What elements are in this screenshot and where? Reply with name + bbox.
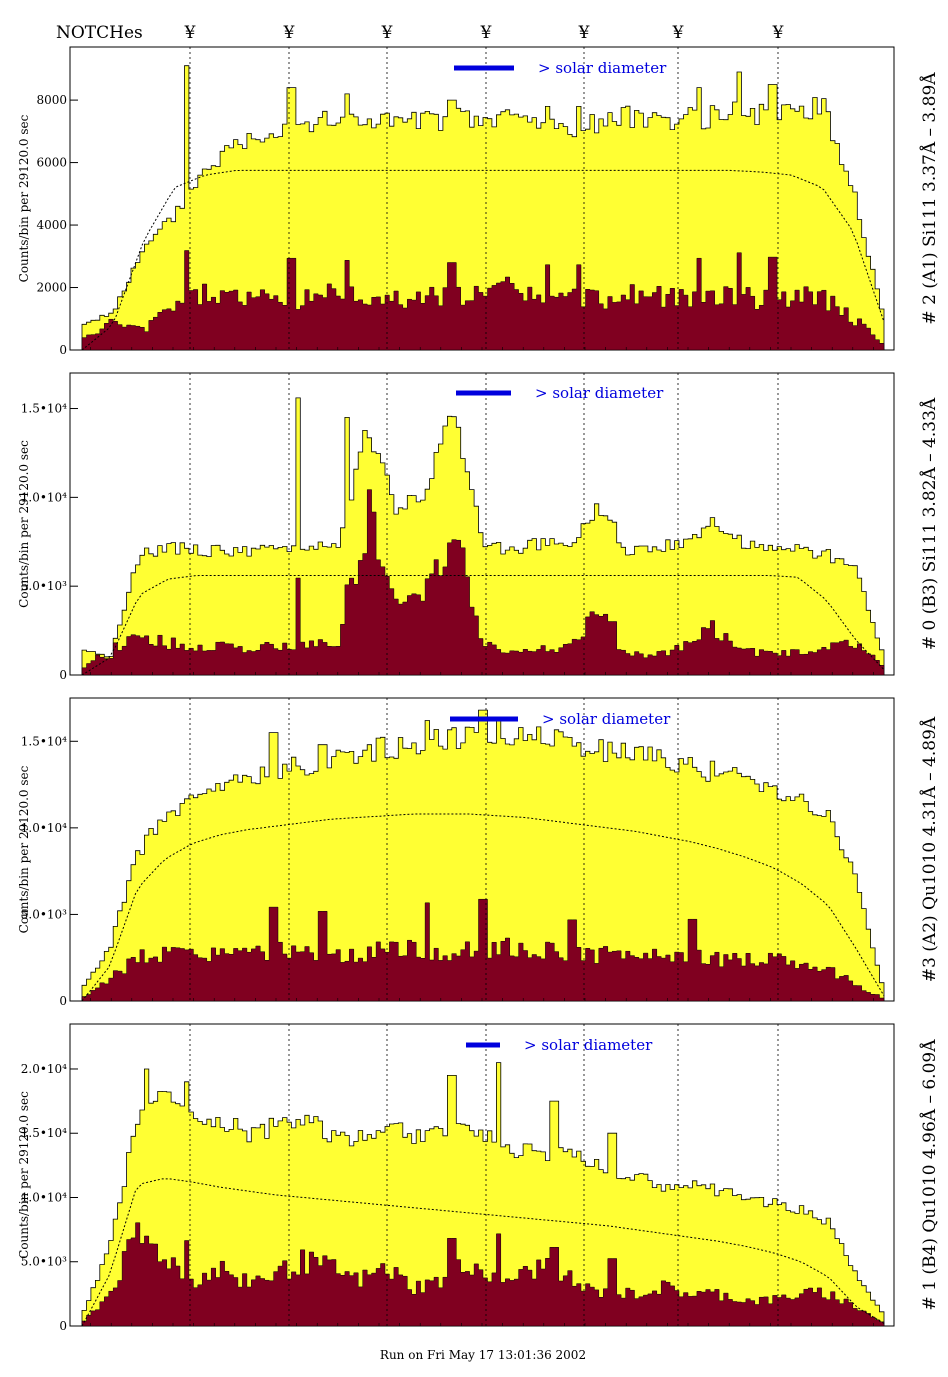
y-tick-label: 1.0•10⁴ xyxy=(21,490,67,504)
y-tick-label: 0 xyxy=(59,1319,67,1333)
notch-marker: ¥ xyxy=(381,23,393,43)
y-tick-label: 2000 xyxy=(36,281,67,295)
y-tick-label: 4000 xyxy=(36,218,67,232)
background-counts-histogram xyxy=(81,1222,885,1327)
background-counts-histogram xyxy=(81,489,885,676)
detector-range-label: # 1 (B4) Qu1010 4.96Å – 6.09Å xyxy=(919,1039,940,1311)
y-tick-label: 0 xyxy=(59,994,67,1008)
y-axis-label: Counts/bin per 29120.0 sec xyxy=(17,765,31,933)
spectrum-panel-4: 0 5.0•10³ 1.0•10⁴ 1.5•10⁴ 2.0•10⁴ Counts/bin … xyxy=(17,1023,940,1333)
y-tick-label: 1.0•10⁴ xyxy=(21,821,67,835)
spectrum-panel-3: 0 5.0•10³ 1.0•10⁴ 1.5•10⁴ Counts/bin per 291… xyxy=(17,697,940,1008)
notch-marker: ¥ xyxy=(184,23,196,43)
spectrum-panel-2: 0 5.0•10³ 1.0•10⁴ 1.5•10⁴ Counts/bin per 291… xyxy=(17,372,940,682)
solar-diameter-label: > solar diameter xyxy=(538,59,667,77)
y-tick-label: 1.0•10⁴ xyxy=(21,1190,67,1204)
solar-diameter-label: > solar diameter xyxy=(542,710,671,728)
total-counts-histogram xyxy=(81,1062,885,1327)
detector-range-label: # 0 (B3) Si111 3.82Å – 4.33Å xyxy=(919,397,940,650)
y-tick-label: 1.5•10⁴ xyxy=(21,734,67,748)
y-tick-label: 6000 xyxy=(36,156,67,170)
total-counts-histogram xyxy=(81,65,885,351)
spectrum-panel-1: 0 2000 4000 6000 8000 Counts/bin per 29120.0 … xyxy=(17,46,940,357)
y-tick-label: 1.5•10⁴ xyxy=(21,402,67,416)
notch-marker: ¥ xyxy=(283,23,295,43)
y-axis-label: Counts/bin per 29120.0 sec xyxy=(17,440,31,608)
detector-range-label: # 2 (A1) Si111 3.37Å – 3.89Å xyxy=(919,72,940,325)
run-timestamp: Run on Fri May 17 13:01:36 2002 xyxy=(380,1348,586,1362)
background-counts-histogram xyxy=(81,898,885,1002)
notches-label: NOTCHes xyxy=(56,23,143,43)
notch-marker: ¥ xyxy=(772,23,784,43)
y-tick-label: 0 xyxy=(59,668,67,682)
y-tick-label: 5.0•10³ xyxy=(21,907,67,921)
panels: 0 2000 4000 6000 8000 Counts/bin per 29120.0 … xyxy=(17,46,940,1333)
notch-marker: ¥ xyxy=(672,23,684,43)
solar-diameter-label: > solar diameter xyxy=(535,384,664,402)
y-axis-label: Counts/bin per 29120.0 sec xyxy=(17,114,31,282)
total-counts-histogram xyxy=(81,397,885,676)
model-curve xyxy=(81,169,885,351)
y-axis-label: Counts/bin per 29120.0 sec xyxy=(17,1091,31,1259)
y-tick-label: 8000 xyxy=(36,93,67,107)
y-tick-label: 2.0•10⁴ xyxy=(21,1062,67,1076)
model-curve xyxy=(81,575,885,676)
model-curve xyxy=(81,1178,885,1327)
y-tick-label: 5.0•10³ xyxy=(21,1255,67,1269)
notch-header: NOTCHes ¥ ¥ ¥ ¥ ¥ ¥ ¥ xyxy=(56,23,784,43)
background-counts-histogram xyxy=(81,250,885,351)
total-counts-histogram xyxy=(81,709,885,1002)
notch-marker: ¥ xyxy=(480,23,492,43)
y-tick-label: 1.5•10⁴ xyxy=(21,1126,67,1140)
detector-range-label: #3 (A2) Qu1010 4.31Å – 4.89Å xyxy=(919,716,940,982)
solar-diameter-label: > solar diameter xyxy=(524,1036,653,1054)
y-tick-label: 5.0•10³ xyxy=(21,579,67,593)
notch-marker: ¥ xyxy=(578,23,590,43)
y-tick-label: 0 xyxy=(59,343,67,357)
